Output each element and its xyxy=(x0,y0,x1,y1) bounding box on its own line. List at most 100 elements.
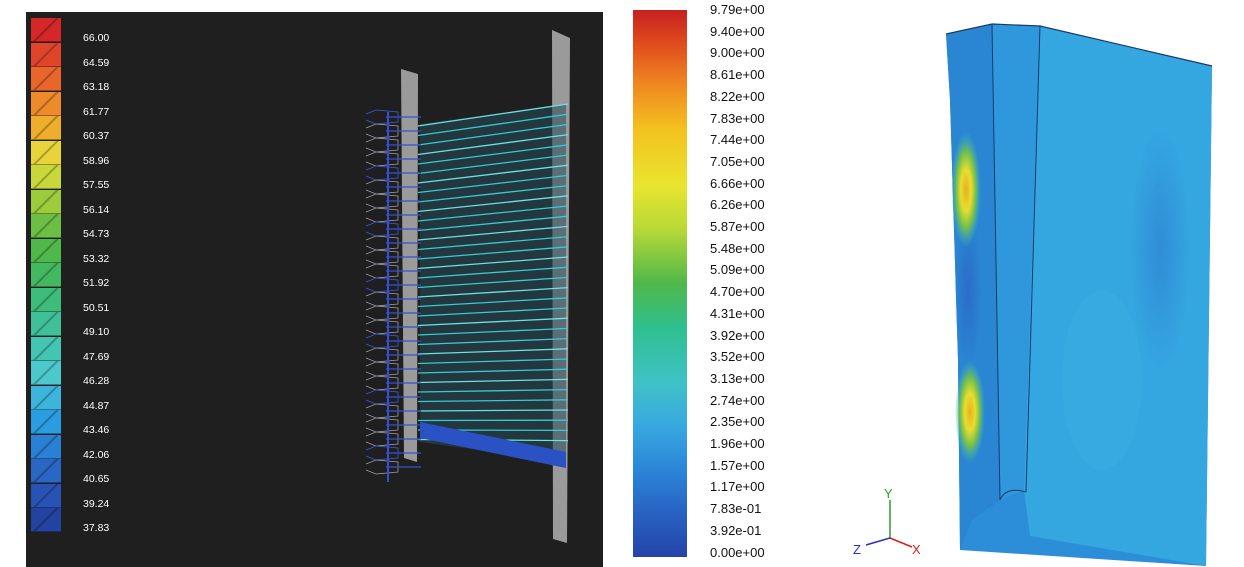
mid-region xyxy=(1062,290,1142,470)
colorbar-label: 8.22e+00 xyxy=(710,88,765,104)
tube-line xyxy=(417,337,569,346)
z-axis-line xyxy=(865,537,891,546)
tube-line xyxy=(417,358,569,365)
tube-line xyxy=(417,246,569,260)
legend-label: 50.51 xyxy=(83,301,110,314)
legend-label: 51.92 xyxy=(83,277,110,289)
legend-swatch xyxy=(31,165,61,189)
tube-line xyxy=(417,266,569,279)
y-axis-label: Y xyxy=(884,486,893,501)
colorbar-label: 4.31e+00 xyxy=(710,305,765,321)
top-edge xyxy=(945,23,1213,67)
legend-label: 42.06 xyxy=(83,448,110,461)
colorbar-label: 0.00e+00 xyxy=(710,544,765,560)
colorbar-label: 6.66e+00 xyxy=(710,175,765,191)
cool-streak xyxy=(954,210,982,370)
legend-label: 56.14 xyxy=(83,203,110,216)
tube-line xyxy=(417,205,569,222)
colorbar-label: 6.26e+00 xyxy=(710,197,765,213)
legend-swatch xyxy=(31,459,61,483)
legend-swatch xyxy=(31,214,61,238)
tube-line xyxy=(417,113,569,137)
legend-swatch xyxy=(31,312,61,336)
tube-line xyxy=(417,348,569,355)
colorbar-label: 1.96e+00 xyxy=(710,436,765,451)
colorbar-label: 8.61e+00 xyxy=(710,67,765,83)
legend-label: 57.55 xyxy=(83,179,110,191)
colorbar-label: 9.00e+00 xyxy=(710,45,765,61)
legend-label: 43.46 xyxy=(83,424,110,436)
cool-region xyxy=(1130,130,1190,370)
colorbar-label: 3.13e+00 xyxy=(710,370,765,386)
tube-line xyxy=(417,154,569,175)
pipe-model-wireframe xyxy=(365,30,570,543)
colorbar-label: 5.09e+00 xyxy=(710,262,765,278)
legend-label: 66.00 xyxy=(83,32,110,44)
tube-line xyxy=(417,399,569,403)
fold-line-1 xyxy=(991,23,1001,501)
tube-line xyxy=(417,133,569,156)
legend-swatch xyxy=(31,385,61,410)
legend-swatch xyxy=(31,189,61,214)
tube-line xyxy=(417,256,569,270)
tube-line xyxy=(417,297,569,308)
tube-line xyxy=(417,123,569,146)
colorbar-label: 2.74e+00 xyxy=(710,392,765,408)
legend-label: 60.37 xyxy=(83,130,110,142)
tube-line xyxy=(417,103,569,127)
colorbar-label: 3.92e+00 xyxy=(710,327,765,343)
colorbar-label: 5.48e+00 xyxy=(710,240,765,256)
axis-triad: Y X Z xyxy=(853,486,921,557)
legend-swatch xyxy=(31,287,61,312)
legend-label: 53.32 xyxy=(83,252,110,265)
fold-line-2 xyxy=(1025,25,1041,493)
legend-label: 44.87 xyxy=(83,399,110,412)
legend-label: 58.96 xyxy=(83,154,110,167)
tube-line xyxy=(417,215,569,232)
legend-swatch xyxy=(31,434,61,459)
legend-label: 61.77 xyxy=(83,105,110,118)
colorbar-label: 7.44e+00 xyxy=(710,132,765,148)
legend-label: 63.18 xyxy=(83,81,110,93)
x-axis-label: X xyxy=(912,542,921,557)
colorbar-label: 7.05e+00 xyxy=(710,153,765,169)
colorbar-label: 9.40e+00 xyxy=(710,23,765,39)
tube-line xyxy=(417,225,569,241)
legend-swatch xyxy=(31,336,61,361)
legend-swatch xyxy=(31,67,61,91)
colorbar-label: 1.57e+00 xyxy=(710,457,765,473)
tube-line xyxy=(417,307,569,317)
bottom-manifold xyxy=(420,422,566,468)
colorbar-label: 3.92e-01 xyxy=(710,522,762,538)
legend-label: 46.28 xyxy=(83,375,110,387)
legend-swatch xyxy=(31,263,61,287)
tube-line xyxy=(417,378,569,384)
tube-line xyxy=(417,286,569,298)
legend-label: 64.59 xyxy=(83,56,110,69)
legend-swatch xyxy=(31,361,61,385)
legend-label: 47.69 xyxy=(83,350,110,363)
tube-line xyxy=(417,409,569,412)
left-temperature-panel: 66.00 64.59 63.18 61.77 60.37 58.96 57.55 56.14… xyxy=(26,12,603,567)
tube-line xyxy=(417,317,569,327)
fold-curve xyxy=(999,489,1027,501)
header-outline xyxy=(365,109,421,482)
colorbar-label: 7.83e+00 xyxy=(710,110,765,126)
tube-line xyxy=(417,327,569,336)
tube-line xyxy=(417,184,569,203)
legend-swatch xyxy=(31,483,61,508)
tube-line xyxy=(417,235,569,251)
tube-line xyxy=(417,144,569,165)
legend-swatch xyxy=(31,140,61,165)
hot-spot-upper xyxy=(951,132,981,248)
tube-line xyxy=(417,276,569,289)
colorbar-label: 7.83e-01 xyxy=(710,501,762,517)
z-axis-label: Z xyxy=(853,542,861,557)
legend-swatch xyxy=(31,410,61,434)
left-colorbar-legend: 66.00 64.59 63.18 61.77 60.37 58.96 57.55 56.14… xyxy=(31,18,161,563)
plate-contour-figure: Y X Z xyxy=(853,23,1213,566)
tube-line xyxy=(417,388,569,393)
middle-colorbar xyxy=(633,10,687,557)
legend-label: 37.83 xyxy=(83,522,110,534)
legend-swatch xyxy=(31,238,61,263)
